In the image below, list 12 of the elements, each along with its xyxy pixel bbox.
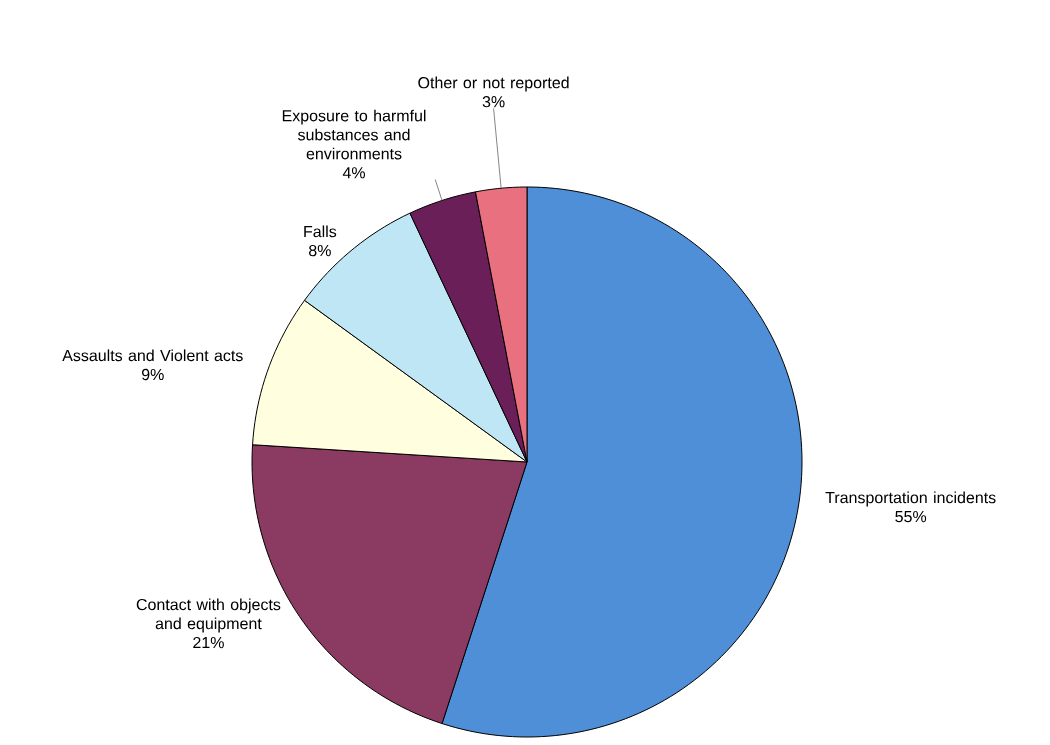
- slice-label: Exposure to harmful substances and environments: [282, 109, 426, 160]
- data-label: 21%: [193, 636, 224, 649]
- data-label: 8%: [309, 244, 331, 257]
- data-label: 3%: [482, 96, 505, 108]
- data-label: 4%: [342, 167, 366, 179]
- data-label: 55%: [895, 511, 927, 523]
- slice-label: Falls: [304, 225, 337, 238]
- slice-label: Contact with objects and equipment: [136, 598, 281, 633]
- slice-label: Other or not reported: [418, 76, 569, 92]
- slice-label: Transportation incidents: [825, 491, 996, 507]
- data-label: 9%: [141, 368, 164, 381]
- slice-label: Assaults and Violent acts: [62, 349, 243, 362]
